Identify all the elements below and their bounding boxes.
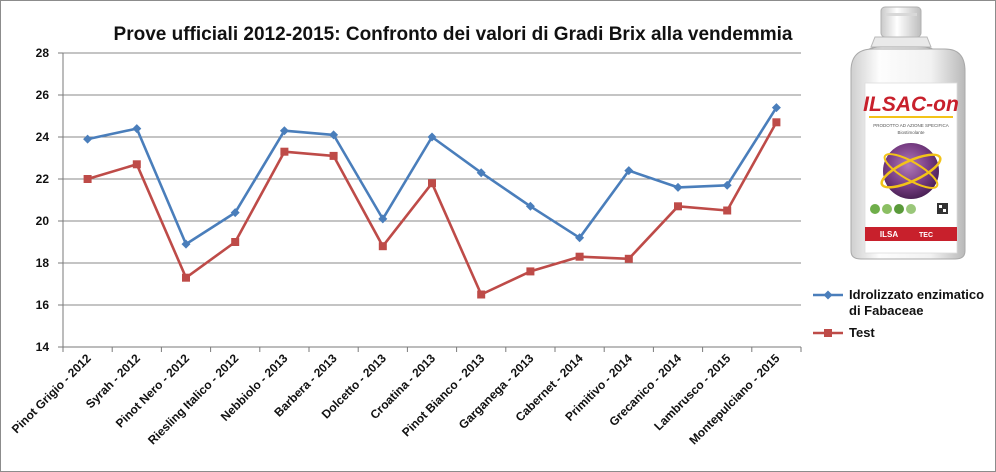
- data-point: [674, 202, 682, 211]
- product-band-left: ILSA: [880, 230, 898, 239]
- legend-marker: [824, 329, 832, 337]
- data-point: [83, 175, 92, 183]
- data-point: [230, 208, 240, 218]
- data-point: [624, 254, 633, 263]
- product-feature-icons: [870, 203, 948, 214]
- plot-series: [83, 103, 781, 299]
- y-tick-label: 26: [36, 88, 50, 102]
- product-band-right: TEC: [919, 232, 933, 239]
- legend: Idrolizzato enzimatico di Fabaceae Test: [813, 287, 984, 340]
- data-point: [427, 132, 437, 142]
- globe-icon: [883, 143, 939, 199]
- data-point: [476, 168, 486, 178]
- series-line: [87, 121, 778, 296]
- product-caption-1: PRODOTTO AD AZIONE SPECIFICA: [873, 123, 948, 128]
- product-brand: ILSAC-on: [863, 93, 959, 116]
- product-caption-2: Biostimolante: [897, 130, 925, 135]
- x-tick-label: Montepulciano - 2015: [686, 351, 782, 447]
- data-point: [526, 267, 535, 276]
- data-point: [181, 239, 191, 249]
- data-point: [132, 124, 142, 134]
- y-tick-label: 28: [36, 46, 50, 60]
- product-bottle-image: ILSAC-on PRODOTTO AD AZIONE SPECIFICA Bi…: [850, 6, 966, 260]
- data-point: [477, 290, 486, 299]
- series-line: [87, 106, 778, 246]
- data-point: [279, 126, 289, 136]
- y-tick-label: 16: [36, 298, 50, 312]
- y-tick-label: 24: [36, 130, 50, 144]
- legend-label: Idrolizzato enzimatico di Fabaceae: [849, 287, 984, 318]
- x-tick-label: Riesling Italico - 2012: [145, 351, 241, 447]
- data-point: [428, 179, 436, 188]
- data-point: [329, 151, 338, 160]
- chart-title: Prove ufficiali 2012-2015: Confronto dei…: [114, 24, 793, 45]
- y-axis-ticks: 14 16 18 20 22 24 26 28: [36, 46, 50, 354]
- data-point: [378, 214, 388, 224]
- data-point: [575, 233, 585, 243]
- data-point: [772, 118, 781, 127]
- y-tick-label: 14: [36, 340, 50, 354]
- gridlines: [63, 52, 801, 306]
- data-point: [231, 238, 240, 246]
- legend-label: Test: [849, 325, 875, 340]
- x-tick-label: Pinot Bianco - 2013: [399, 351, 487, 439]
- data-point: [723, 206, 732, 215]
- legend-marker: [823, 290, 833, 300]
- data-point: [673, 182, 683, 192]
- y-tick-label: 20: [36, 214, 50, 228]
- data-point: [624, 166, 634, 176]
- axes: [58, 52, 802, 352]
- data-point: [280, 147, 289, 156]
- y-tick-label: 22: [36, 172, 50, 186]
- data-point: [132, 160, 141, 169]
- data-point: [83, 134, 93, 144]
- data-point: [575, 252, 584, 261]
- y-tick-label: 18: [36, 256, 50, 270]
- data-point: [771, 103, 781, 113]
- data-point: [329, 130, 339, 140]
- data-point: [525, 201, 535, 211]
- data-point: [182, 273, 190, 282]
- data-point: [378, 242, 387, 251]
- data-point: [722, 180, 732, 190]
- x-tick-label: Pinot Grigio - 2012: [9, 351, 94, 436]
